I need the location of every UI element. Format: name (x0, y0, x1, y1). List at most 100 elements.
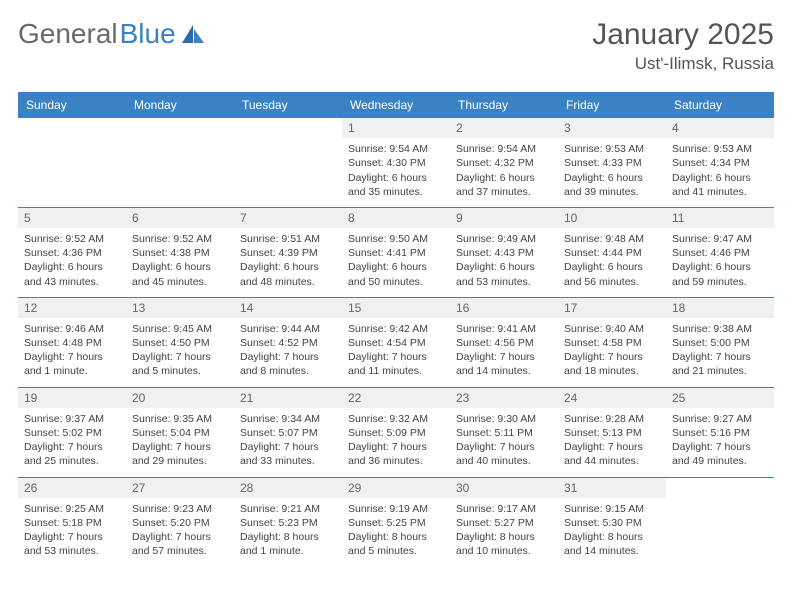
day-cell: 31Sunrise: 9:15 AMSunset: 5:30 PMDayligh… (558, 478, 666, 567)
daylight1-text: Daylight: 6 hours (132, 260, 228, 274)
daylight1-text: Daylight: 6 hours (240, 260, 336, 274)
daylight2-text: and 14 minutes. (564, 544, 660, 558)
daylight1-text: Daylight: 6 hours (24, 260, 120, 274)
sunset-text: Sunset: 5:20 PM (132, 516, 228, 530)
day-number: 20 (126, 388, 234, 408)
daylight2-text: and 49 minutes. (672, 454, 768, 468)
sunset-text: Sunset: 5:02 PM (24, 426, 120, 440)
daylight2-text: and 25 minutes. (24, 454, 120, 468)
daylight1-text: Daylight: 7 hours (672, 440, 768, 454)
weekday-header-row: SundayMondayTuesdayWednesdayThursdayFrid… (18, 92, 774, 118)
sunset-text: Sunset: 4:50 PM (132, 336, 228, 350)
day-number: 4 (666, 118, 774, 138)
sail-icon (180, 23, 206, 45)
day-cell: 16Sunrise: 9:41 AMSunset: 4:56 PMDayligh… (450, 298, 558, 387)
day-cell: 10Sunrise: 9:48 AMSunset: 4:44 PMDayligh… (558, 208, 666, 297)
week-row: 26Sunrise: 9:25 AMSunset: 5:18 PMDayligh… (18, 477, 774, 567)
weeks-container: 1Sunrise: 9:54 AMSunset: 4:30 PMDaylight… (18, 118, 774, 566)
daylight2-text: and 35 minutes. (348, 185, 444, 199)
sunrise-text: Sunrise: 9:30 AM (456, 412, 552, 426)
day-cell: 17Sunrise: 9:40 AMSunset: 4:58 PMDayligh… (558, 298, 666, 387)
sunrise-text: Sunrise: 9:23 AM (132, 502, 228, 516)
weekday-header: Sunday (18, 92, 126, 118)
sunrise-text: Sunrise: 9:53 AM (672, 142, 768, 156)
daylight2-text: and 1 minute. (24, 364, 120, 378)
day-number: 8 (342, 208, 450, 228)
daylight1-text: Daylight: 6 hours (564, 260, 660, 274)
daylight2-text: and 48 minutes. (240, 275, 336, 289)
day-cell: 14Sunrise: 9:44 AMSunset: 4:52 PMDayligh… (234, 298, 342, 387)
sunrise-text: Sunrise: 9:28 AM (564, 412, 660, 426)
day-number: 27 (126, 478, 234, 498)
sunset-text: Sunset: 5:04 PM (132, 426, 228, 440)
day-cell: 8Sunrise: 9:50 AMSunset: 4:41 PMDaylight… (342, 208, 450, 297)
sunset-text: Sunset: 5:00 PM (672, 336, 768, 350)
day-number: 19 (18, 388, 126, 408)
sunset-text: Sunset: 5:23 PM (240, 516, 336, 530)
daylight1-text: Daylight: 7 hours (24, 530, 120, 544)
day-number (126, 118, 234, 138)
day-number: 31 (558, 478, 666, 498)
sunset-text: Sunset: 4:46 PM (672, 246, 768, 260)
day-number: 22 (342, 388, 450, 408)
header-row: General Blue January 2025 Ust'-Ilimsk, R… (18, 18, 774, 74)
daylight1-text: Daylight: 7 hours (456, 440, 552, 454)
daylight1-text: Daylight: 8 hours (348, 530, 444, 544)
brand-part2: Blue (120, 18, 176, 50)
sunrise-text: Sunrise: 9:49 AM (456, 232, 552, 246)
day-cell: 7Sunrise: 9:51 AMSunset: 4:39 PMDaylight… (234, 208, 342, 297)
sunset-text: Sunset: 4:43 PM (456, 246, 552, 260)
weekday-header: Tuesday (234, 92, 342, 118)
daylight2-text: and 53 minutes. (24, 544, 120, 558)
day-number: 29 (342, 478, 450, 498)
week-row: 19Sunrise: 9:37 AMSunset: 5:02 PMDayligh… (18, 387, 774, 477)
daylight2-text: and 44 minutes. (564, 454, 660, 468)
weekday-header: Wednesday (342, 92, 450, 118)
sunrise-text: Sunrise: 9:46 AM (24, 322, 120, 336)
sunrise-text: Sunrise: 9:32 AM (348, 412, 444, 426)
sunset-text: Sunset: 5:18 PM (24, 516, 120, 530)
daylight2-text: and 41 minutes. (672, 185, 768, 199)
daylight2-text: and 8 minutes. (240, 364, 336, 378)
brand-logo: General Blue (18, 18, 206, 50)
day-number: 1 (342, 118, 450, 138)
daylight2-text: and 50 minutes. (348, 275, 444, 289)
daylight1-text: Daylight: 6 hours (456, 171, 552, 185)
daylight1-text: Daylight: 6 hours (564, 171, 660, 185)
weekday-header: Thursday (450, 92, 558, 118)
sunrise-text: Sunrise: 9:40 AM (564, 322, 660, 336)
sunrise-text: Sunrise: 9:25 AM (24, 502, 120, 516)
sunset-text: Sunset: 4:58 PM (564, 336, 660, 350)
day-number (234, 118, 342, 138)
day-number: 6 (126, 208, 234, 228)
sunset-text: Sunset: 5:27 PM (456, 516, 552, 530)
sunset-text: Sunset: 5:30 PM (564, 516, 660, 530)
sunrise-text: Sunrise: 9:45 AM (132, 322, 228, 336)
day-number: 5 (18, 208, 126, 228)
sunrise-text: Sunrise: 9:50 AM (348, 232, 444, 246)
daylight2-text: and 10 minutes. (456, 544, 552, 558)
day-cell: 30Sunrise: 9:17 AMSunset: 5:27 PMDayligh… (450, 478, 558, 567)
sunset-text: Sunset: 4:33 PM (564, 156, 660, 170)
sunrise-text: Sunrise: 9:51 AM (240, 232, 336, 246)
daylight2-text: and 57 minutes. (132, 544, 228, 558)
daylight1-text: Daylight: 8 hours (564, 530, 660, 544)
day-number: 24 (558, 388, 666, 408)
weekday-header: Monday (126, 92, 234, 118)
sunrise-text: Sunrise: 9:27 AM (672, 412, 768, 426)
sunrise-text: Sunrise: 9:53 AM (564, 142, 660, 156)
sunrise-text: Sunrise: 9:21 AM (240, 502, 336, 516)
weekday-header: Friday (558, 92, 666, 118)
sunrise-text: Sunrise: 9:41 AM (456, 322, 552, 336)
day-number: 15 (342, 298, 450, 318)
sunset-text: Sunset: 5:09 PM (348, 426, 444, 440)
day-number: 25 (666, 388, 774, 408)
day-number: 10 (558, 208, 666, 228)
sunset-text: Sunset: 4:36 PM (24, 246, 120, 260)
day-number (18, 118, 126, 138)
day-cell: 3Sunrise: 9:53 AMSunset: 4:33 PMDaylight… (558, 118, 666, 207)
daylight1-text: Daylight: 6 hours (456, 260, 552, 274)
day-number: 9 (450, 208, 558, 228)
daylight2-text: and 53 minutes. (456, 275, 552, 289)
day-number: 14 (234, 298, 342, 318)
